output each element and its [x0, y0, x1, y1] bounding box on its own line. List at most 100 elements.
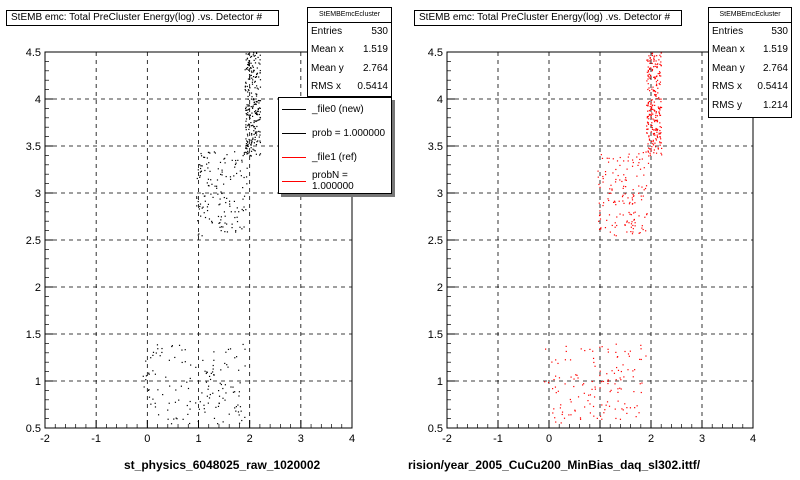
data-point: [641, 225, 643, 227]
data-point: [220, 226, 223, 228]
data-point: [564, 383, 566, 385]
data-point: [651, 112, 653, 114]
data-point: [656, 134, 658, 136]
data-point: [235, 406, 237, 408]
data-point: [652, 118, 654, 120]
data-point: [245, 144, 247, 147]
data-point: [649, 105, 651, 108]
data-point: [653, 129, 655, 131]
data-point: [154, 406, 157, 408]
data-point: [643, 189, 645, 191]
data-point: [212, 364, 214, 367]
data-point: [643, 174, 645, 176]
data-point: [557, 362, 559, 365]
data-point: [255, 52, 258, 54]
data-point: [199, 176, 201, 178]
data-point: [243, 226, 245, 228]
data-point: [221, 171, 223, 173]
y-tick-label: 3.5: [26, 141, 41, 153]
data-point: [245, 126, 247, 128]
data-point: [187, 413, 189, 415]
data-point: [655, 116, 657, 118]
data-point: [197, 234, 199, 236]
data-point: [632, 189, 634, 191]
data-point: [206, 395, 208, 397]
data-point: [246, 57, 249, 59]
data-point: [660, 56, 662, 58]
data-point: [206, 209, 209, 212]
data-point: [245, 118, 248, 120]
data-point: [216, 179, 219, 181]
legend-entry: probN = 1.000000: [279, 169, 391, 193]
legend-entry: _file1 (ref): [279, 146, 391, 170]
data-point: [646, 71, 648, 73]
data-point: [633, 391, 635, 393]
data-point: [225, 175, 227, 178]
data-point: [250, 142, 253, 144]
data-point: [621, 196, 624, 198]
data-point: [216, 187, 218, 189]
data-point: [247, 98, 249, 100]
data-point: [600, 154, 602, 156]
data-point: [251, 115, 254, 117]
data-point: [616, 160, 619, 162]
data-point: [640, 195, 642, 197]
data-point: [189, 408, 191, 410]
data-point: [258, 113, 261, 116]
data-point: [209, 378, 212, 381]
data-point: [649, 56, 651, 59]
data-point: [174, 401, 177, 403]
x-tick-label: 4: [750, 433, 756, 445]
data-point: [224, 384, 226, 386]
data-point: [646, 125, 648, 127]
data-point: [245, 81, 247, 83]
data-point: [652, 144, 655, 146]
data-point: [259, 153, 262, 155]
data-point: [248, 63, 250, 65]
data-point: [626, 407, 628, 409]
data-point: [255, 132, 257, 134]
data-point: [206, 182, 208, 184]
data-point: [259, 154, 261, 156]
data-point: [199, 164, 201, 166]
right-x-axis-title: rision/year_2005_CuCu200_MinBias_daq_sl3…: [408, 458, 701, 472]
data-point: [214, 185, 216, 187]
data-point: [249, 117, 251, 120]
data-point: [243, 176, 245, 179]
data-point: [577, 377, 579, 379]
data-point: [619, 377, 621, 379]
data-point: [650, 75, 652, 77]
data-point: [611, 189, 613, 191]
data-point: [655, 112, 657, 114]
data-point: [252, 75, 255, 78]
data-point: [248, 65, 251, 67]
data-point: [639, 383, 641, 385]
data-point: [246, 167, 248, 169]
data-point: [644, 216, 646, 218]
data-point: [642, 228, 644, 231]
data-point: [631, 221, 633, 223]
data-point: [648, 118, 650, 120]
data-point: [638, 153, 640, 155]
data-point: [239, 382, 241, 384]
data-point: [654, 91, 657, 93]
data-point: [576, 374, 578, 376]
data-point: [253, 126, 255, 128]
y-tick-label: 0.5: [428, 423, 443, 435]
data-point: [660, 132, 662, 134]
data-point: [640, 199, 643, 201]
data-point: [202, 359, 204, 362]
data-point: [608, 192, 610, 195]
data-point: [252, 98, 255, 100]
data-point: [653, 59, 655, 61]
data-point: [219, 203, 221, 205]
data-point: [234, 211, 236, 213]
data-point: [651, 124, 653, 127]
data-point: [202, 206, 204, 208]
data-point: [656, 135, 658, 138]
data-point: [238, 414, 240, 416]
data-point: [592, 357, 595, 360]
data-point: [612, 158, 614, 160]
data-point: [246, 140, 248, 142]
data-point: [232, 386, 234, 388]
